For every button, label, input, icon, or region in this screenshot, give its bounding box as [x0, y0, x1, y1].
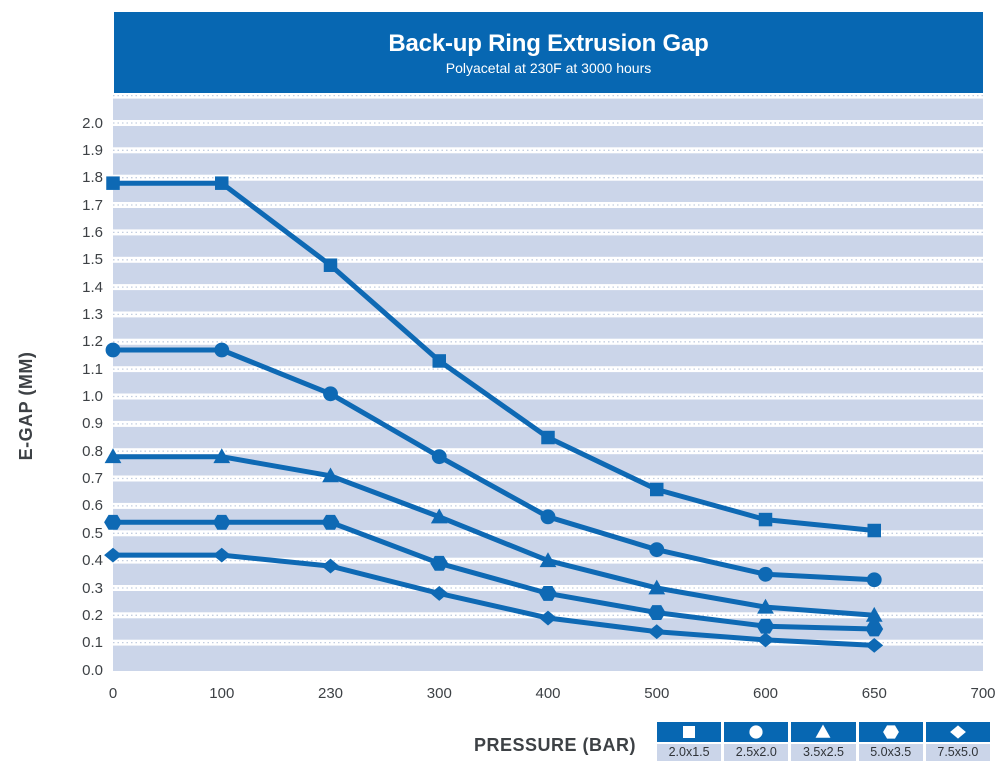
- chart-header: Back-up Ring Extrusion Gap Polyacetal at…: [114, 12, 983, 93]
- legend-item-label: 2.0x1.5: [657, 744, 722, 761]
- data-point-marker: [865, 606, 883, 622]
- series-7.5x5.0: [104, 547, 884, 653]
- data-point-marker: [321, 514, 340, 530]
- data-point-marker: [756, 632, 775, 648]
- y-tick-label: 1.5: [82, 251, 103, 269]
- data-point-marker: [757, 598, 774, 614]
- y-tick-label: 0.6: [82, 497, 103, 515]
- data-point-marker: [430, 555, 449, 571]
- data-point-marker: [212, 547, 231, 563]
- legend-item-label: 2.5x2.0: [724, 744, 789, 761]
- data-point-marker: [758, 566, 773, 582]
- y-tick-label: 0.0: [82, 661, 103, 679]
- data-point-marker: [648, 579, 666, 595]
- data-point-marker: [431, 449, 447, 465]
- legend-marker-circle-icon: [724, 722, 789, 742]
- x-tick-label: 500: [644, 685, 670, 702]
- y-tick-label: 0.9: [82, 415, 103, 433]
- y-tick-label: 1.7: [82, 196, 103, 214]
- legend-item-label: 3.5x2.5: [791, 744, 856, 761]
- data-point-marker: [430, 508, 448, 524]
- y-axis-title: E-GAP (MM): [16, 351, 36, 461]
- legend-item-label: 7.5x5.0: [925, 744, 990, 761]
- data-point-marker: [865, 637, 884, 653]
- data-point-marker: [104, 514, 122, 530]
- y-tick-label: 1.4: [82, 278, 103, 296]
- data-point-marker: [322, 467, 339, 483]
- data-point-marker: [541, 430, 555, 445]
- data-point-marker: [104, 448, 122, 464]
- data-point-marker: [649, 542, 665, 558]
- y-tick-label: 0.4: [82, 552, 103, 570]
- series-5.0x3.5: [104, 514, 884, 637]
- legend: 2.0x1.5 2.5x2.0 3.5x2.5 5.0x3.5 7.5x5.0: [657, 722, 990, 761]
- x-tick-label: 700: [970, 685, 996, 702]
- data-point-marker: [867, 523, 881, 538]
- data-point-marker: [865, 621, 884, 637]
- data-point-marker: [105, 342, 121, 358]
- data-point-marker: [215, 176, 229, 190]
- chart-title: Back-up Ring Extrusion Gap: [388, 29, 709, 57]
- data-point-marker: [212, 514, 231, 530]
- x-tick-label: 0: [108, 685, 118, 702]
- x-tick-label: 650: [861, 685, 887, 702]
- y-tick-label: 0.3: [82, 579, 103, 597]
- data-point-marker: [647, 624, 666, 640]
- x-axis-title: PRESSURE (BAR): [473, 735, 636, 755]
- y-tick-label: 0.8: [82, 442, 103, 460]
- data-point-marker: [539, 585, 557, 601]
- series-3.5x2.5: [104, 448, 883, 622]
- data-point-marker: [540, 509, 556, 525]
- legend-marker-hexagon-icon: [858, 722, 923, 742]
- data-point-marker: [432, 354, 446, 368]
- data-point-marker: [321, 558, 340, 574]
- chart-subtitle: Polyacetal at 230F at 3000 hours: [445, 59, 652, 76]
- data-point-marker: [323, 258, 338, 272]
- x-tick-label: 400: [535, 685, 561, 702]
- y-tick-label: 1.0: [82, 388, 103, 405]
- x-tick-label: 230: [317, 685, 344, 702]
- data-point-marker: [106, 176, 120, 190]
- y-tick-label: 2.0: [82, 114, 103, 132]
- y-tick-label: 0.2: [82, 606, 103, 624]
- x-tick-label: 100: [209, 685, 235, 702]
- data-point-marker: [430, 585, 449, 601]
- data-point-marker: [647, 605, 666, 620]
- legend-marker-triangle-icon: [791, 722, 856, 742]
- data-point-marker: [650, 482, 664, 497]
- grid-bands: [113, 98, 983, 671]
- legend-marker-diamond-icon: [925, 722, 990, 742]
- y-tick-label: 1.6: [82, 223, 103, 241]
- x-tick-label: 600: [752, 685, 779, 702]
- y-tick-label: 1.9: [82, 141, 103, 159]
- y-tick-label: 1.1: [82, 360, 103, 378]
- y-tick-label: 0.1: [82, 634, 103, 652]
- y-tick-label: 1.2: [82, 333, 103, 351]
- legend-marker-square-icon: [657, 722, 722, 742]
- data-point-marker: [213, 448, 231, 464]
- data-point-marker: [539, 552, 557, 568]
- series-2.5x2.0: [105, 342, 882, 588]
- x-tick-label: 300: [426, 685, 452, 702]
- data-point-marker: [214, 342, 230, 358]
- y-tick-label: 1.3: [82, 305, 103, 323]
- data-point-marker: [539, 610, 557, 626]
- data-point-marker: [104, 547, 122, 563]
- data-point-marker: [756, 618, 775, 634]
- data-point-marker: [758, 512, 773, 527]
- legend-item-label: 5.0x3.5: [858, 744, 923, 761]
- gridlines: [113, 94, 983, 644]
- data-point-marker: [323, 386, 338, 402]
- series-2.0x1.5: [106, 176, 881, 538]
- data-point-marker: [866, 572, 882, 588]
- y-tick-label: 0.7: [82, 470, 103, 488]
- y-tick-label: 0.5: [82, 524, 103, 542]
- y-tick-label: 1.8: [82, 169, 103, 187]
